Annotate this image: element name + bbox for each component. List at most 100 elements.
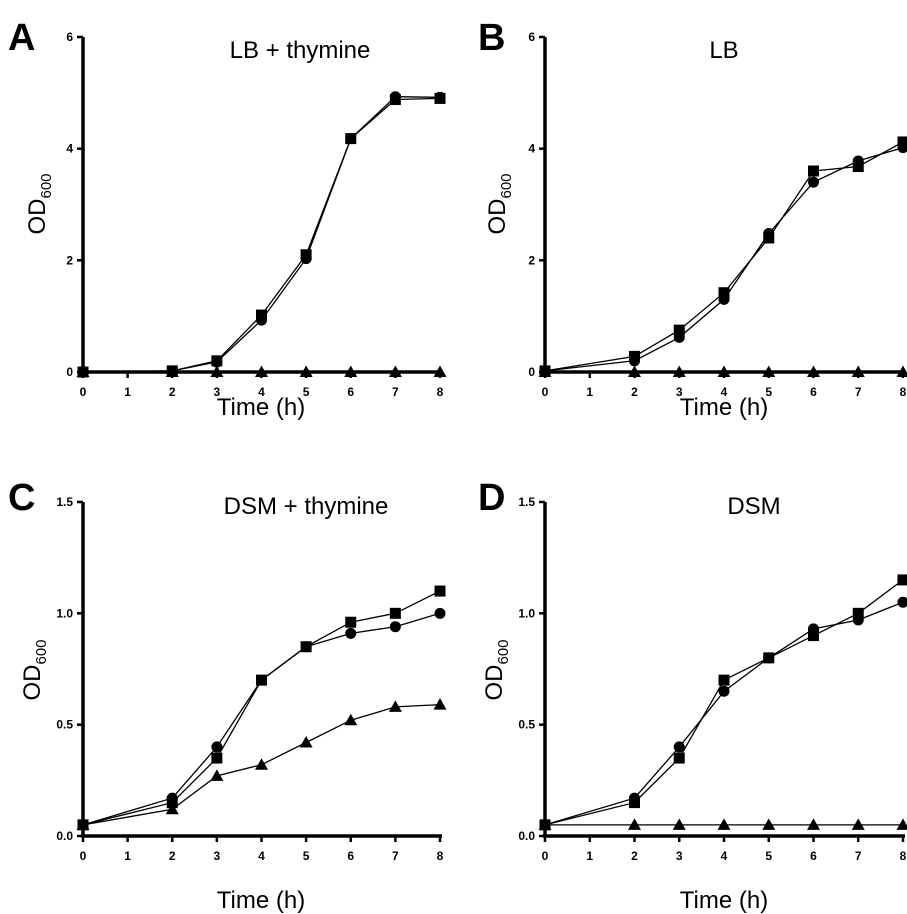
data-point-square: [808, 630, 819, 642]
data-point-triangle: [672, 365, 686, 377]
data-point-triangle: [344, 713, 358, 726]
data-point-square: [718, 674, 730, 686]
y-tick-label: 0.0: [56, 829, 73, 843]
x-tick-label: 1: [586, 385, 593, 399]
y-tick-label: 6: [528, 30, 535, 44]
x-axis-label: Time (h): [217, 887, 305, 914]
x-tick-label: 4: [721, 849, 728, 863]
x-tick-label: 0: [542, 385, 549, 399]
data-point-square: [897, 574, 907, 586]
x-tick-label: 8: [437, 849, 444, 863]
data-point-triangle: [344, 365, 358, 377]
data-point-square: [166, 797, 178, 809]
y-tick-label: 2: [528, 253, 535, 267]
data-point-triangle: [433, 365, 447, 377]
data-point-triangle: [807, 365, 820, 377]
data-point-triangle: [628, 818, 641, 830]
x-tick-label: 2: [169, 385, 176, 399]
y-tick-label: 0.5: [56, 718, 73, 732]
data-point-triangle: [672, 818, 686, 830]
data-point-circle: [897, 596, 907, 608]
y-axis-label: OD600: [484, 173, 515, 234]
x-tick-label: 0: [80, 849, 87, 863]
y-axis-label-main: OD: [24, 199, 51, 235]
data-point-triangle: [433, 698, 447, 710]
chart-title: LB + thymine: [230, 37, 371, 64]
panel-c: C DSM + thymine Time (h) OD600 0 1 2 3 4 5 6 7 8…: [8, 477, 447, 914]
series-line-square: [544, 141, 904, 372]
panel-d: D DSM Time (h) OD600 0 1 2 3 4 5 6 7 8 0.0 0.5 1.0 1…: [478, 477, 907, 914]
x-tick-label: 4: [258, 849, 265, 863]
x-tick-label: 7: [392, 849, 399, 863]
data-point-square: [897, 136, 907, 148]
x-tick-label: 5: [303, 849, 310, 863]
x-tick-label: 7: [392, 385, 399, 399]
data-point-square: [345, 133, 357, 145]
x-tick-label: 8: [437, 385, 444, 399]
data-point-circle: [389, 621, 401, 633]
panel-letter: B: [478, 17, 505, 59]
x-tick-label: 2: [631, 849, 638, 863]
data-point-triangle: [210, 769, 224, 781]
y-tick-label: 6: [66, 30, 73, 44]
panel-letter: D: [478, 477, 505, 519]
series-line-square: [82, 590, 441, 826]
x-tick-label: 6: [810, 849, 817, 863]
data-point-square: [718, 287, 730, 299]
x-axis-label: Time (h): [217, 394, 305, 421]
y-tick-label: 2: [66, 253, 73, 267]
data-point-square: [434, 585, 446, 597]
y-tick-label: 1.5: [56, 495, 73, 509]
x-tick-label: 2: [631, 385, 638, 399]
data-point-square: [629, 350, 640, 362]
data-point-triangle: [717, 818, 731, 830]
series-line-circle: [82, 612, 441, 826]
x-tick-label: 8: [900, 385, 907, 399]
data-point-square: [300, 249, 312, 261]
data-point-triangle: [538, 365, 552, 377]
x-tick-label: 1: [586, 849, 593, 863]
x-tick-label: 4: [258, 385, 265, 399]
data-point-triangle: [255, 758, 268, 770]
data-point-square: [256, 309, 267, 321]
data-point-square: [852, 607, 864, 619]
y-tick-label: 1.0: [56, 606, 73, 620]
y-tick-label: 1.0: [518, 606, 535, 620]
data-point-square: [211, 355, 223, 367]
y-axis-label-sub: 600: [495, 639, 512, 664]
y-axis-label: OD600: [24, 173, 55, 234]
chart-title: DSM: [727, 493, 780, 520]
data-point-triangle: [628, 365, 641, 377]
chart-title: DSM + thymine: [224, 493, 389, 520]
y-axis-label: OD600: [19, 639, 50, 700]
y-axis-label-main: OD: [481, 665, 508, 701]
y-axis-label-sub: 600: [33, 639, 50, 664]
data-point-triangle: [807, 818, 820, 830]
x-tick-label: 6: [810, 385, 817, 399]
data-point-triangle: [299, 365, 313, 377]
data-point-square: [389, 607, 401, 619]
data-point-square: [434, 92, 446, 104]
y-tick-label: 4: [528, 142, 535, 156]
x-axis-label: Time (h): [680, 887, 768, 914]
data-point-square: [808, 165, 819, 177]
data-point-square: [673, 752, 685, 764]
data-point-square: [345, 616, 357, 628]
y-tick-label: 1.5: [518, 495, 535, 509]
data-point-triangle: [165, 802, 179, 815]
x-tick-label: 3: [676, 849, 683, 863]
data-point-square: [629, 797, 640, 809]
y-tick-label: 0: [66, 365, 73, 379]
x-tick-label: 5: [765, 385, 772, 399]
data-point-square: [673, 324, 685, 336]
data-point-triangle: [388, 365, 402, 377]
x-tick-label: 1: [124, 849, 131, 863]
x-tick-label: 6: [347, 849, 354, 863]
data-point-triangle: [210, 365, 224, 377]
data-point-triangle: [851, 818, 865, 830]
y-tick-label: 0: [528, 365, 535, 379]
x-tick-label: 6: [347, 385, 354, 399]
data-point-circle: [434, 607, 446, 619]
data-point-triangle: [896, 365, 907, 377]
y-axis-label-main: OD: [484, 199, 511, 235]
